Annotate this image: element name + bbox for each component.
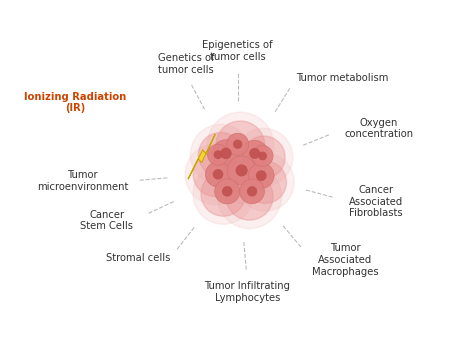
Circle shape [217,146,253,182]
Circle shape [242,140,268,167]
Text: Tumor Infiltrating
Lymphocytes: Tumor Infiltrating Lymphocytes [204,281,290,303]
Circle shape [207,112,273,179]
Text: Oxygen
concentration: Oxygen concentration [345,118,414,139]
Text: Tumor metabolism: Tumor metabolism [296,73,388,83]
Text: Tumor
microenvironment: Tumor microenvironment [37,170,128,192]
Text: Tumor
Associated
Macrophages: Tumor Associated Macrophages [312,243,378,276]
Text: Epigenetics of
tumor cells: Epigenetics of tumor cells [202,40,273,62]
Circle shape [208,144,228,165]
Circle shape [243,136,285,178]
Circle shape [199,132,243,177]
Circle shape [235,129,293,186]
Circle shape [233,140,242,149]
Circle shape [228,162,264,198]
Circle shape [206,162,231,187]
Circle shape [201,172,246,216]
Circle shape [213,169,223,180]
Circle shape [216,121,265,170]
Circle shape [249,148,260,159]
Circle shape [191,124,251,185]
Circle shape [227,133,249,155]
Circle shape [226,173,273,220]
Circle shape [215,179,240,204]
Text: Ionizing Radiation
(IR): Ionizing Radiation (IR) [25,91,127,113]
Circle shape [247,186,257,197]
Text: Cancer
Associated
Fibroblasts: Cancer Associated Fibroblasts [349,185,403,218]
Polygon shape [188,134,215,179]
Circle shape [193,164,254,224]
Circle shape [252,146,273,167]
Circle shape [185,144,246,205]
Circle shape [222,186,232,197]
Circle shape [221,155,270,204]
Circle shape [227,156,256,185]
Circle shape [220,148,232,159]
Circle shape [193,152,237,197]
Circle shape [214,150,222,159]
Circle shape [256,170,267,181]
Circle shape [236,164,247,176]
Circle shape [240,179,264,204]
Circle shape [258,152,267,160]
Circle shape [236,153,294,211]
Circle shape [218,165,282,228]
Circle shape [210,139,260,188]
Circle shape [244,161,286,203]
Text: Genetics of
tumor cells: Genetics of tumor cells [158,53,214,74]
Circle shape [212,140,239,167]
Text: Cancer
Stem Cells: Cancer Stem Cells [80,209,133,231]
Text: Stromal cells: Stromal cells [106,253,170,264]
Circle shape [248,163,274,188]
